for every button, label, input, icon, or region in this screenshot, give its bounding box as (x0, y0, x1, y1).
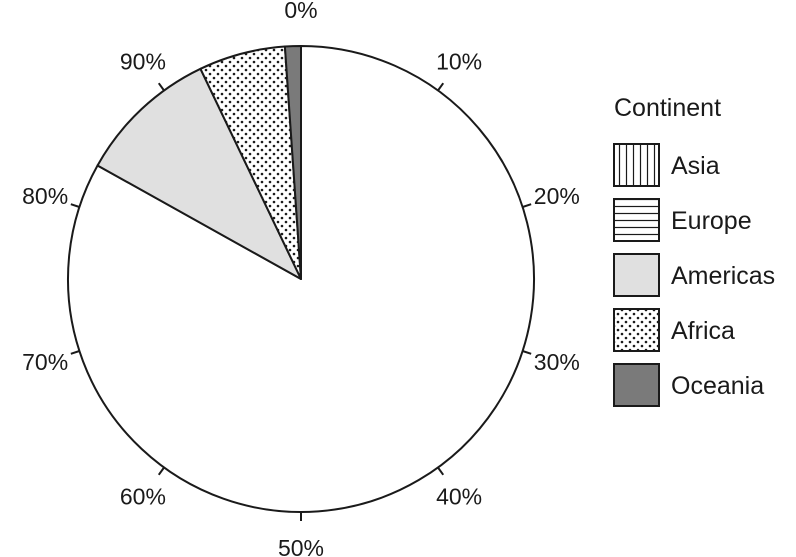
tick-mark (157, 466, 165, 476)
legend-label-africa: Africa (671, 317, 735, 345)
tick-label: 90% (120, 48, 166, 74)
tick-label: 70% (22, 349, 68, 375)
legend-label-asia: Asia (671, 152, 720, 180)
tick-mark (522, 203, 532, 208)
legend-swatch-asia (613, 143, 660, 187)
legend-swatch-africa (613, 308, 660, 352)
tick-label: 50% (278, 535, 324, 557)
tick-label: 60% (120, 484, 166, 510)
pie-slices (67, 45, 535, 513)
tick-mark (157, 82, 165, 92)
pie-slice-oceania-5 (283, 45, 302, 280)
legend-label-americas: Americas (671, 262, 775, 290)
tick-label: 0% (284, 0, 317, 23)
legend-title: Continent (614, 94, 721, 122)
legend-label-oceania: Oceania (671, 372, 764, 400)
pie-slice-americas-3 (96, 67, 302, 280)
tick-mark (437, 82, 445, 92)
legend-swatch-americas (613, 253, 660, 297)
tick-label: 80% (22, 183, 68, 209)
tick-mark (437, 466, 445, 476)
tick-label: 10% (436, 48, 482, 74)
tick-mark (70, 350, 80, 355)
tick-mark (522, 350, 532, 355)
tick-label: 40% (436, 484, 482, 510)
tick-label: 30% (534, 349, 580, 375)
legend: Continent Asia Europe Americas Africa Oceani… (613, 94, 775, 407)
legend-label-europe: Europe (671, 207, 752, 235)
tick-mark (70, 203, 80, 208)
legend-swatch-oceania (613, 363, 660, 407)
legend-swatch-europe (613, 198, 660, 242)
tick-label: 20% (534, 183, 580, 209)
pie-ticks: 0% 10% 20% 30% 40% 50% 60% 70% 80% 90% (22, 0, 580, 557)
